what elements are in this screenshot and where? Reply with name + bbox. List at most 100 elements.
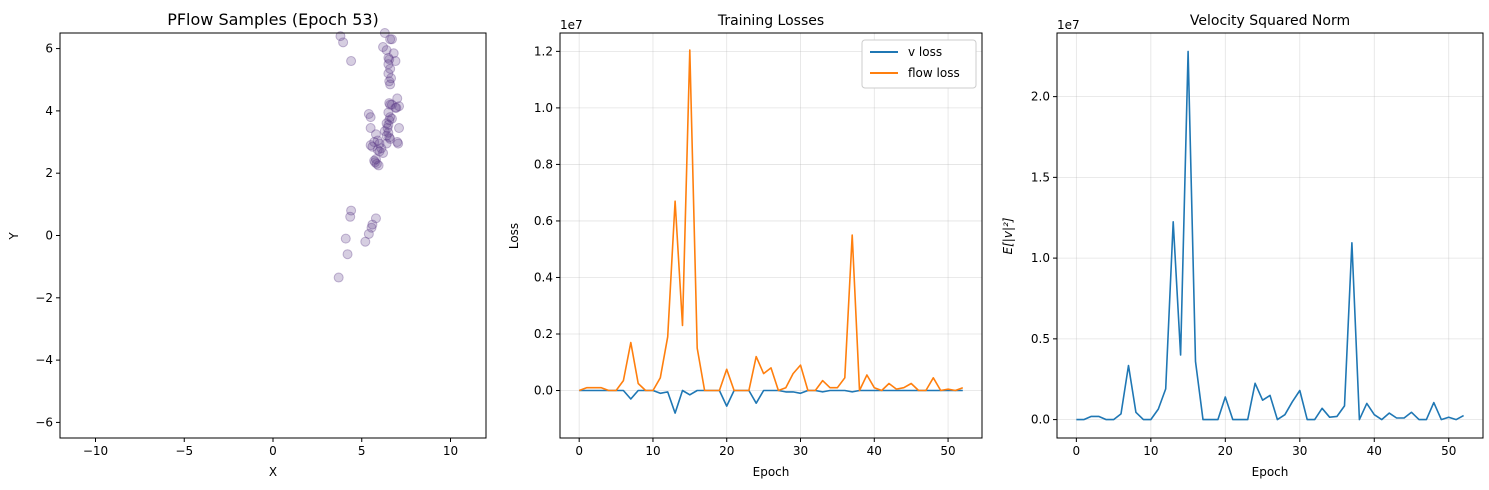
y-tick-label: 0.5: [1031, 332, 1050, 346]
scatter-point: [366, 222, 377, 233]
y-tick-label: 1.0: [1031, 251, 1050, 265]
x-tick-label: 30: [793, 444, 808, 458]
y-tick-label: 0.8: [534, 157, 553, 171]
y-axis-label: Y: [7, 232, 21, 241]
x-tick-label: 0: [1073, 444, 1081, 458]
scatter-point: [386, 99, 397, 110]
scatter-point: [392, 93, 403, 104]
scatter-points: [333, 28, 405, 283]
scatter-point: [378, 42, 389, 53]
scatter-point: [363, 109, 374, 119]
scatter-point: [381, 45, 392, 56]
scatter-point: [384, 115, 395, 126]
scatter-point: [371, 158, 382, 169]
scatter-point: [391, 102, 402, 113]
scatter-point: [384, 98, 395, 109]
loss-lines: [578, 49, 964, 414]
scatter-point: [381, 130, 392, 141]
scatter-point: [360, 236, 371, 247]
scatter-point: [385, 79, 396, 90]
scatter-point: [388, 48, 399, 59]
x-tick-label: 20: [719, 444, 734, 458]
scatter-point: [333, 272, 344, 283]
x-tick-label: 10: [645, 444, 660, 458]
scatter-point: [370, 213, 381, 224]
axes-frame: [559, 32, 983, 439]
y-tick-label: 4: [45, 104, 53, 118]
x-axis-label: X: [269, 465, 277, 479]
plot-area: [60, 33, 486, 438]
scatter-point: [338, 37, 349, 48]
scatter-point: [346, 56, 357, 67]
scatter-point: [381, 118, 392, 129]
y-tick-label: −2: [35, 291, 53, 305]
scatter-panel: −10 −5 0 5 10 −6 −4 −2 0 2 4 6 PFlow Samples (Epoch…: [7, 10, 487, 479]
scatter-point: [386, 113, 397, 124]
x-tick-label: 40: [1367, 444, 1382, 458]
x-tick-label: 0: [269, 444, 277, 458]
legend-label-flow-loss: flow loss: [908, 66, 960, 80]
scatter-point: [384, 76, 395, 87]
x-tick-label: 30: [1292, 444, 1307, 458]
y-tick-label: 0.4: [534, 270, 553, 284]
plot-area: [1057, 33, 1483, 438]
scatter-point: [383, 107, 394, 118]
scatter-point: [363, 228, 374, 239]
legend-label-v-loss: v loss: [908, 45, 942, 59]
scatter-point: [367, 219, 378, 230]
scatter-point: [383, 119, 394, 130]
x-tick-label: −10: [83, 444, 108, 458]
scatter-point: [383, 127, 394, 138]
y-tick-label: 2.0: [1031, 90, 1050, 104]
axes-frame: [1056, 32, 1484, 439]
scatter-point: [382, 123, 393, 134]
velocity-norm-panel: 0 10 20 30 40 50 0.0 0.5 1.0 1.5 2.0 1e7 Velocity …: [1001, 13, 1484, 479]
y-tick-label: 1.0: [534, 101, 553, 115]
y-tick-label: 0.2: [534, 327, 553, 341]
scatter-point: [370, 129, 381, 140]
training-losses-panel: 0 10 20 30 40 50 0.0 0.2 0.4 0.6 0.8 1.0 1.2 1e7 Tra…: [507, 13, 983, 479]
scatter-point: [372, 144, 383, 155]
scatter-point: [390, 102, 401, 113]
scatter-point: [393, 138, 404, 149]
x-tick-label: 10: [1143, 444, 1158, 458]
tick-marks: 0 10 20 30 40 50 0.0 0.5 1.0 1.5 2.0: [1031, 90, 1456, 458]
scatter-point: [381, 138, 392, 149]
scatter-point: [386, 73, 397, 84]
series-line: [1076, 50, 1464, 421]
scatter-point: [379, 126, 390, 137]
y-tick-label: 0.0: [1031, 413, 1050, 427]
scatter-point: [394, 101, 405, 112]
x-tick-label: 5: [358, 444, 366, 458]
scatter-point: [369, 137, 380, 148]
scatter-point: [345, 211, 356, 222]
scatter-point: [392, 137, 403, 148]
grid-lines: [1057, 33, 1483, 438]
scatter-point: [370, 157, 381, 168]
tick-marks: 0 10 20 30 40 50 0.0 0.2 0.4 0.6 0.8 1.0 1.2: [534, 44, 956, 458]
x-tick-label: 10: [443, 444, 458, 458]
y-axis-label: Loss: [507, 223, 521, 249]
scatter-point: [394, 123, 405, 134]
series-line: [578, 49, 964, 392]
x-axis-label: Epoch: [1252, 465, 1289, 479]
scatter-point: [390, 56, 401, 67]
scatter-point: [370, 154, 381, 165]
y-axis-label: E[|v|²]: [1001, 217, 1015, 254]
scatter-point: [374, 138, 385, 149]
x-tick-label: 40: [867, 444, 882, 458]
scatter-point: [378, 147, 389, 158]
series-line: [579, 389, 963, 414]
y-tick-label: 1.5: [1031, 170, 1050, 184]
tick-marks: −10 −5 0 5 10 −6 −4 −2 0 2 4 6: [35, 42, 458, 458]
y-tick-label: 0.0: [534, 384, 553, 398]
scatter-point: [383, 52, 394, 63]
x-tick-label: −5: [175, 444, 193, 458]
scatter-point: [372, 135, 383, 146]
scatter-point: [376, 143, 387, 154]
y-tick-label: −4: [35, 353, 53, 367]
legend: v loss flow loss: [861, 39, 977, 89]
velocity-line: [1076, 50, 1464, 421]
x-tick-label: 20: [1218, 444, 1233, 458]
x-tick-label: 50: [1441, 444, 1456, 458]
